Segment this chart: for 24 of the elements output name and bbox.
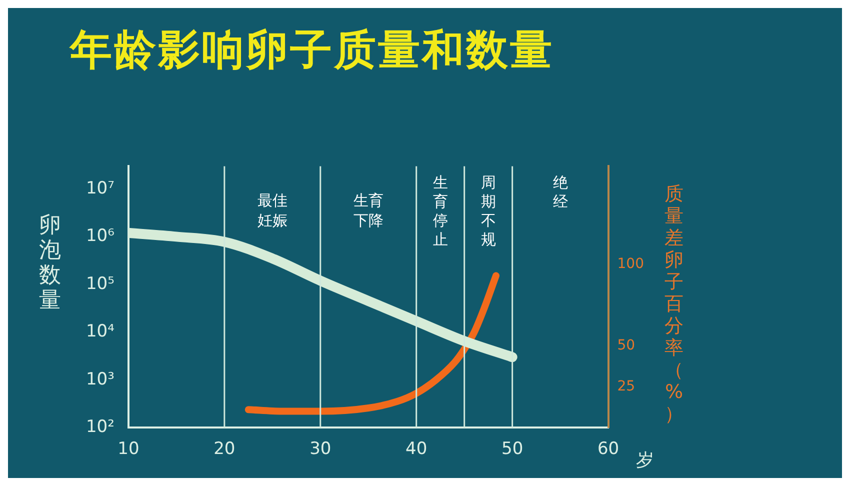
x-tick-label: 10 (118, 439, 140, 460)
text: 质量差卵子百分率（%） (664, 183, 684, 425)
x-tick-label: 60 (597, 439, 620, 460)
x-tick-label: 30 (310, 439, 332, 460)
y-tick-label: 10⁴ (86, 322, 115, 342)
y-tick-label: 10² (86, 417, 114, 438)
ref-line-label: 生育下降 (353, 192, 384, 230)
y-tick-label: 10⁵ (86, 274, 114, 294)
y2-tick-label: 25 (617, 378, 636, 394)
y2-tick-label: 50 (617, 338, 636, 354)
x-tick-label: 40 (406, 439, 428, 460)
ref-line-label: 绝经 (552, 174, 568, 211)
y-tick-label: 10⁷ (86, 178, 115, 198)
ref-line-label: 最佳妊娠 (257, 192, 288, 230)
chart-title: 年龄影响卵子质量和数量 (70, 24, 554, 76)
ref-line-label: 生育停止 (432, 174, 448, 249)
ref-line-label: 周期不规 (480, 174, 496, 249)
y2-tick-label: 100 (617, 256, 644, 272)
y-tick-label: 10⁶ (86, 226, 115, 246)
x-tick-label: 50 (501, 439, 524, 460)
x-tick-label: 20 (214, 439, 236, 460)
y-tick-label: 10³ (86, 369, 114, 390)
y-axis-title: 卵泡数量 (38, 213, 62, 313)
x-axis-title: 岁 (636, 449, 654, 472)
